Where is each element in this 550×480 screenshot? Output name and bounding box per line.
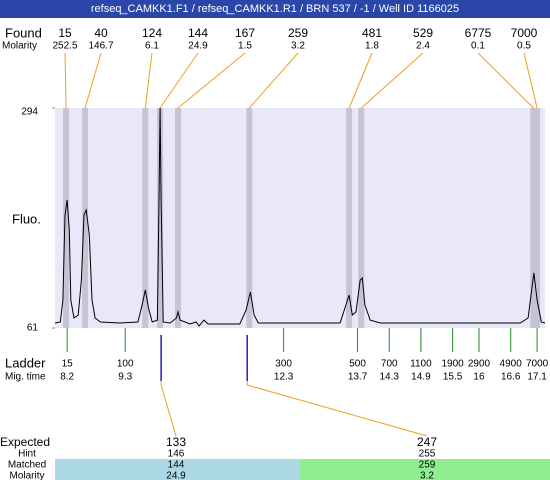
expected-connector [160,381,177,437]
ladder-size: 1900 [441,359,464,370]
found-size: 7000 [511,26,538,40]
found-molarity: 0.1 [471,41,485,52]
mig-time: 14.9 [411,372,431,383]
y-tick-label: 61 [27,323,39,334]
peak-band [157,108,164,328]
found-molarity: 252.5 [52,41,77,52]
found-connector [248,52,299,109]
found-connector [84,52,102,109]
hint: 255 [419,449,436,460]
expected-band-1 [55,459,300,480]
y-label: Fluo. [12,211,41,226]
found-size: 259 [288,26,308,40]
expected-size: 247 [417,435,437,449]
expected-molarity: 24.9 [166,471,186,480]
found-label: Found [5,25,42,40]
found-connector [64,52,67,109]
ladder-size: 4900 [500,359,523,370]
found-molarity: 2.4 [416,41,430,52]
mig-time: 16.6 [501,372,521,383]
peak-band [63,108,70,328]
matched-label: Matched [8,460,46,471]
expected-label: Expected [0,435,50,449]
mig-time-label: Mig. time [5,372,46,383]
found-size: 124 [142,26,162,40]
found-connector [144,52,153,109]
mig-time: 14.3 [380,372,400,383]
ladder-size: 2900 [468,359,491,370]
found-molarity: 24.9 [188,41,208,52]
found-molarity-label: Molarity [2,41,37,52]
ladder-size: 300 [275,359,292,370]
found-molarity: 6.1 [145,41,159,52]
mig-time: 12.3 [274,372,294,383]
ladder-size: 500 [349,359,366,370]
hint-label: Hint [18,449,36,460]
ladder-size: 700 [381,359,398,370]
expected-band-2 [300,459,550,480]
trace [54,107,546,327]
found-connector [348,52,373,109]
title: refseq_CAMKK1.F1 / refseq_CAMKK1.R1 / BR… [91,3,459,15]
found-size: 6775 [465,26,492,40]
found-connector [177,52,246,109]
expected-molarity-label: Molarity [9,471,44,480]
found-molarity: 0.5 [517,41,531,52]
found-connector [523,52,538,109]
peak-band [534,108,541,328]
matched: 259 [419,460,436,471]
ladder-size: 1100 [410,359,432,370]
ladder-label: Ladder [5,355,46,370]
found-size: 529 [413,26,433,40]
mig-time: 9.3 [118,372,132,383]
mig-time: 16 [473,372,485,383]
title-bar [0,0,550,18]
expected-molarity: 3.2 [420,471,434,480]
found-size: 15 [58,26,72,40]
mig-time: 8.2 [60,372,74,383]
plot-area [55,108,545,328]
hint: 146 [168,449,185,460]
ladder-size: 7000 [526,359,549,370]
expected-connector [246,381,428,437]
found-size: 144 [188,26,208,40]
peak-band [82,108,89,328]
peak-band [346,108,353,328]
peak-band [246,108,253,328]
y-tick-label: 294 [21,107,38,118]
found-connector [159,52,199,109]
found-size: 481 [362,26,382,40]
found-connector [360,52,424,109]
found-connector [477,52,534,109]
peak-band [358,108,365,328]
peak-band [530,108,537,328]
peak-band [142,108,149,328]
found-molarity: 1.5 [238,41,252,52]
found-size: 40 [94,26,108,40]
expected-size: 133 [166,435,186,449]
mig-time: 15.5 [443,372,463,383]
found-molarity: 3.2 [291,41,305,52]
found-size: 167 [235,26,255,40]
found-molarity: 146.7 [88,41,113,52]
peak-band [175,108,182,328]
mig-time: 17.1 [527,372,547,383]
ladder-size: 15 [62,359,74,370]
found-molarity: 1.8 [365,41,379,52]
ladder-size: 100 [117,359,134,370]
matched: 144 [168,460,185,471]
mig-time: 13.7 [348,372,368,383]
